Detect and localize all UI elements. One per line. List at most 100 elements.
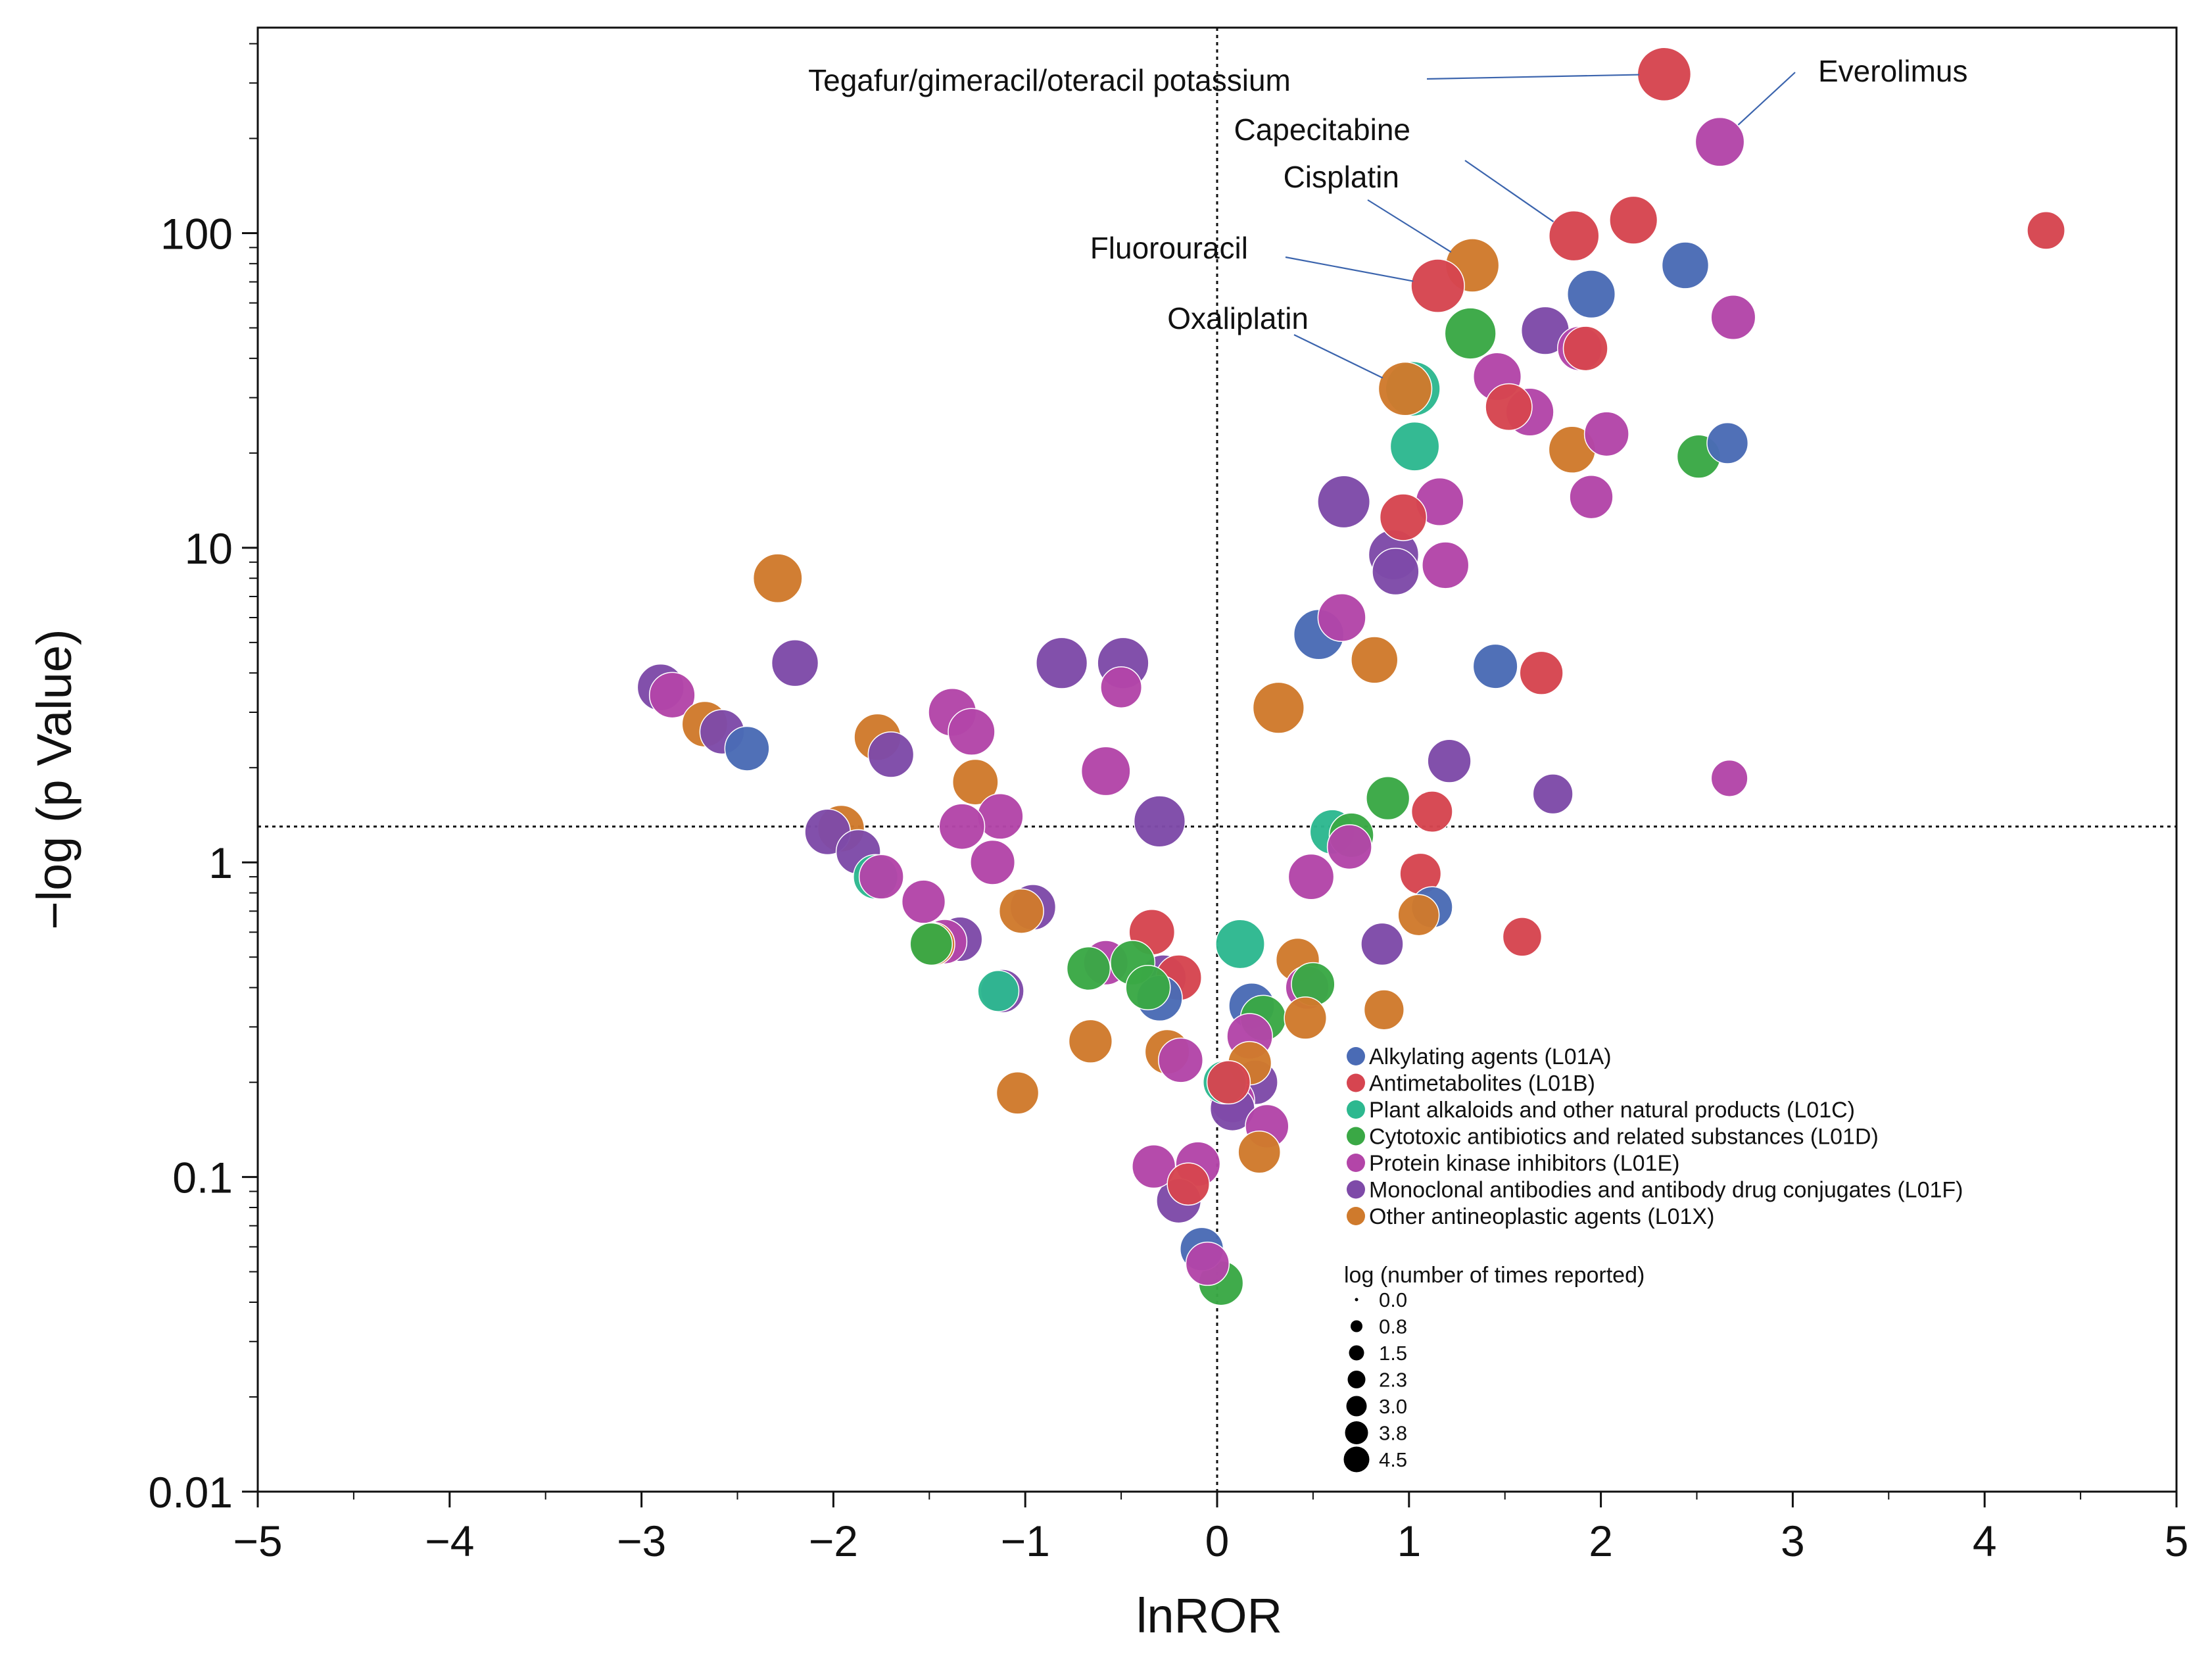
legend-label: Other antineoplastic agents (L01X): [1369, 1204, 1714, 1229]
data-point: [1710, 295, 1756, 341]
data-point: [1252, 681, 1305, 734]
annotation-label: Capecitabine: [1234, 112, 1410, 147]
legend-label: Cytotoxic antibiotics and related substa…: [1369, 1125, 1879, 1150]
y-tick-label: 0.01: [149, 1468, 233, 1517]
data-point: [909, 922, 953, 966]
size-legend-marker: [1345, 1421, 1368, 1444]
data-point: [1562, 326, 1608, 372]
data-point: [1422, 541, 1470, 589]
data-point: [1472, 643, 1518, 689]
annotation-leader: [1367, 199, 1452, 253]
data-point: [1695, 116, 1745, 167]
x-tick-label: 1: [1397, 1517, 1421, 1565]
size-legend-label: 1.5: [1379, 1342, 1407, 1365]
size-legend-label: 0.0: [1379, 1288, 1407, 1311]
x-tick-label: −5: [233, 1517, 282, 1565]
data-point: [1366, 775, 1410, 821]
annotation-label: Everolimus: [1818, 54, 1968, 88]
size-legend: log (number of times reported)0.0 0.8 1.5 2…: [1343, 1263, 1645, 1473]
data-point: [1583, 411, 1629, 457]
data-point: [901, 879, 946, 924]
y-tick-label: 1: [208, 839, 233, 887]
annotation-label: Oxaliplatin: [1167, 301, 1309, 335]
data-point: [1378, 361, 1433, 416]
size-legend-marker: [1347, 1371, 1366, 1388]
data-point: [724, 725, 770, 771]
x-tick-label: 2: [1589, 1517, 1613, 1565]
data-point: [1637, 47, 1692, 102]
data-point: [1317, 475, 1371, 529]
data-point: [867, 731, 915, 778]
data-point: [1389, 421, 1440, 472]
size-legend-label: 3.0: [1379, 1395, 1407, 1418]
legend-label: Monoclonal antibodies and antibody drug …: [1369, 1178, 1963, 1203]
data-point: [1132, 1144, 1176, 1189]
annotation-leader: [1426, 74, 1639, 80]
legend-label: Protein kinase inhibitors (L01E): [1369, 1151, 1679, 1176]
annotation-label: Cisplatin: [1284, 160, 1399, 194]
legend-marker: [1347, 1207, 1365, 1225]
x-tick-label: 3: [1781, 1517, 1805, 1565]
data-point: [1548, 210, 1600, 262]
data-point: [1158, 1037, 1204, 1083]
size-legend-label: 2.3: [1379, 1369, 1407, 1392]
y-tick-label: 10: [185, 524, 233, 573]
size-legend-title: log (number of times reported): [1344, 1263, 1645, 1288]
legend-label: Alkylating agents (L01A): [1369, 1044, 1612, 1069]
data-point: [1166, 1162, 1211, 1206]
legend-label: Plant alkaloids and other natural produc…: [1369, 1098, 1855, 1123]
size-legend-label: 4.5: [1379, 1448, 1407, 1471]
legend-label: Antimetabolites (L01B): [1369, 1071, 1595, 1096]
data-point: [1485, 383, 1533, 431]
annotation-leader: [1293, 334, 1383, 379]
legend-marker: [1347, 1127, 1365, 1146]
x-tick-label: −3: [617, 1517, 666, 1565]
y-tick-label: 0.1: [172, 1154, 233, 1202]
y-tick-label: 100: [160, 209, 233, 258]
data-point: [1100, 666, 1143, 709]
annotation-label: Tegafur/gimeracil/oteracil potassium: [808, 63, 1291, 97]
x-tick-label: −1: [1001, 1517, 1050, 1565]
x-tick-label: −4: [425, 1517, 474, 1565]
data-point: [1360, 922, 1404, 966]
data-point: [1706, 422, 1749, 464]
legend-marker: [1347, 1100, 1365, 1119]
data-point: [951, 758, 999, 806]
data-point: [1238, 1130, 1281, 1174]
data-point: [1661, 241, 1710, 289]
data-point: [1532, 773, 1574, 815]
data-point: [1410, 258, 1465, 313]
data-point: [1036, 637, 1088, 689]
data-point: [858, 854, 904, 900]
data-point: [1609, 195, 1658, 245]
data-point: [1569, 475, 1614, 520]
data-point: [1215, 919, 1265, 969]
data-point: [1372, 547, 1420, 596]
data-point: [998, 888, 1044, 934]
y-axis-title: −log (p Value): [27, 629, 82, 929]
annotation-leader: [1285, 256, 1414, 282]
size-legend-marker: [1346, 1396, 1367, 1417]
data-point: [648, 671, 696, 719]
legend-marker: [1347, 1047, 1365, 1065]
data-point: [1206, 1060, 1251, 1105]
x-tick-label: −2: [809, 1517, 858, 1565]
data-point: [1125, 965, 1171, 1011]
data-point: [1363, 989, 1405, 1031]
data-point: [1444, 307, 1497, 360]
x-tick-label: 4: [1973, 1517, 1997, 1565]
data-point: [938, 803, 986, 850]
data-points: [637, 47, 2065, 1306]
data-point: [1379, 493, 1428, 541]
data-point: [1068, 1019, 1113, 1063]
x-tick-label: 5: [2165, 1517, 2189, 1565]
legend-marker: [1347, 1180, 1365, 1199]
legend: Alkylating agents (L01A)Antimetabolites …: [1347, 1044, 1963, 1229]
data-point: [1427, 739, 1472, 783]
data-point: [1133, 795, 1186, 848]
axes: −5 −4 −3 −2 −1 0 1 2 3 4 5 0.01 0.1 1 10 100 lnROR −log (…: [27, 43, 2188, 1643]
annotations: Tegafur/gimeracil/oteracil potassium Ever…: [808, 54, 1968, 379]
size-legend-marker: [1355, 1298, 1358, 1302]
